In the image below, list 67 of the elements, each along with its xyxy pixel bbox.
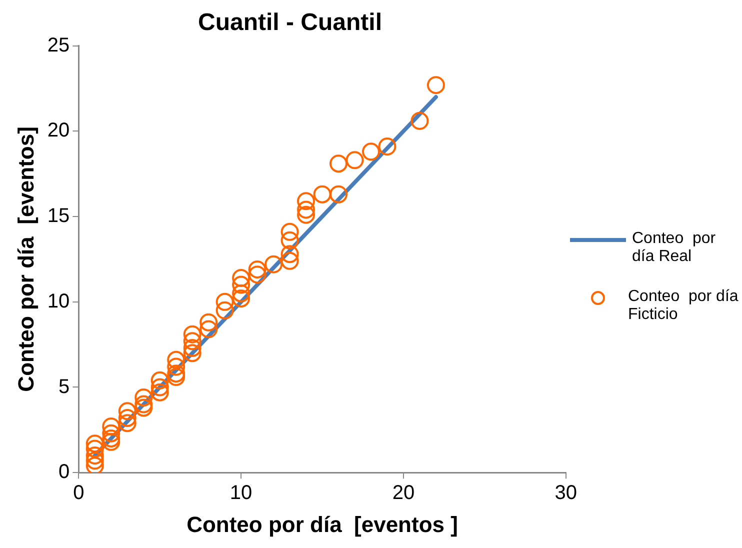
chart-title: Cuantil - Cuantil <box>198 9 382 36</box>
y-axis-title: Conteo por día [eventos] <box>13 126 38 392</box>
point <box>183 332 202 350</box>
y-tick-label: 5 <box>58 376 70 398</box>
y-tick-label: 10 <box>47 290 70 312</box>
point <box>232 284 250 302</box>
point <box>280 222 299 241</box>
point <box>134 395 153 414</box>
y-tick-label: 0 <box>58 461 70 484</box>
point <box>167 364 186 383</box>
y-tick-label: 25 <box>47 34 70 56</box>
point <box>200 313 218 332</box>
point <box>248 266 266 284</box>
point <box>118 402 136 420</box>
x-tick-label: 20 <box>392 482 415 504</box>
point <box>150 378 169 396</box>
point <box>102 432 120 451</box>
point <box>330 154 348 173</box>
point <box>86 446 104 465</box>
point <box>134 388 153 406</box>
point <box>216 301 234 320</box>
point <box>232 289 250 308</box>
point <box>167 350 186 369</box>
point <box>264 255 283 274</box>
point <box>102 429 120 448</box>
point <box>280 231 299 250</box>
point <box>232 268 250 287</box>
point <box>297 192 316 210</box>
point <box>346 151 364 170</box>
point <box>297 200 316 219</box>
point <box>102 424 120 442</box>
point <box>362 142 380 161</box>
point <box>183 325 202 344</box>
point <box>410 112 429 130</box>
legend-label: Conteo por día Real <box>632 230 717 266</box>
x-tick-label: 10 <box>230 482 252 504</box>
point <box>167 368 186 386</box>
point <box>297 206 316 224</box>
point <box>280 252 299 270</box>
y-tick-label: 20 <box>47 120 70 142</box>
point <box>330 185 348 204</box>
point <box>134 398 153 417</box>
legend-label: Conteo por día Ficticio <box>628 288 740 324</box>
point <box>200 320 218 338</box>
x-axis-title: Conteo por día [eventos ] <box>186 512 458 537</box>
point <box>313 185 332 204</box>
point <box>183 344 202 362</box>
point <box>167 358 186 376</box>
point <box>150 371 169 390</box>
point <box>216 292 234 311</box>
point <box>232 276 250 294</box>
point <box>86 456 104 473</box>
x-tick-label: 0 <box>73 482 84 504</box>
point <box>102 418 120 436</box>
point <box>86 452 104 470</box>
point <box>426 76 445 94</box>
x-tick-label: 30 <box>554 482 577 504</box>
point <box>248 260 266 278</box>
point <box>86 440 104 458</box>
point <box>183 338 202 357</box>
point <box>86 434 104 453</box>
point <box>378 138 396 156</box>
point <box>280 245 299 264</box>
point <box>118 414 136 432</box>
point <box>118 408 136 427</box>
point <box>150 383 169 402</box>
y-tick-label: 15 <box>47 205 70 228</box>
